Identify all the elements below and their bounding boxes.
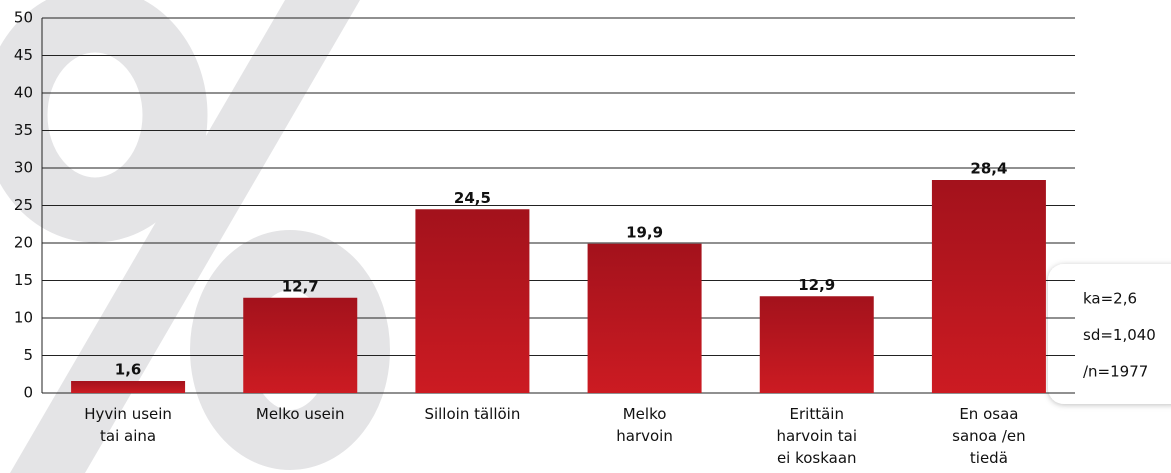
annotation: sd=1,040 <box>1083 326 1156 344</box>
value-label: 12,7 <box>282 277 319 295</box>
x-tick-label: Melko harvoin <box>616 405 673 445</box>
annotation: ka=2,6 <box>1083 290 1137 308</box>
bar <box>587 243 702 393</box>
y-tick-label: 30 <box>14 159 33 177</box>
x-tick-label: Silloin tällöin <box>424 405 521 423</box>
annotation: /n=1977 <box>1083 363 1148 381</box>
value-label: 1,6 <box>115 361 142 379</box>
bar <box>931 180 1046 393</box>
value-label: 12,9 <box>798 276 835 294</box>
bar <box>759 296 874 393</box>
x-tick-label: Hyvin usein tai aina <box>84 405 172 445</box>
y-tick-label: 35 <box>14 121 33 139</box>
y-tick-label: 45 <box>14 46 33 64</box>
bar <box>71 381 186 393</box>
y-tick-label: 5 <box>23 346 33 364</box>
y-tick-label: 40 <box>14 84 33 102</box>
y-tick-label: 10 <box>14 309 33 327</box>
y-tick-label: 15 <box>14 271 33 289</box>
y-tick-label: 20 <box>14 234 33 252</box>
bar <box>415 209 530 393</box>
y-tick-label: 50 <box>14 9 33 27</box>
value-label: 24,5 <box>454 189 491 207</box>
x-tick-label: Erittäin harvoin tai ei koskaan <box>776 405 858 467</box>
x-tick-label: En osaa sanoa /en tiedä <box>952 405 1026 467</box>
bar <box>243 297 358 393</box>
y-tick-label: 25 <box>14 196 33 214</box>
stats-box <box>1048 264 1171 404</box>
y-tick-label: 0 <box>23 384 33 402</box>
value-label: 19,9 <box>626 223 663 241</box>
x-tick-label: Melko usein <box>255 405 345 423</box>
watermark <box>0 0 390 473</box>
value-label: 28,4 <box>970 160 1007 178</box>
